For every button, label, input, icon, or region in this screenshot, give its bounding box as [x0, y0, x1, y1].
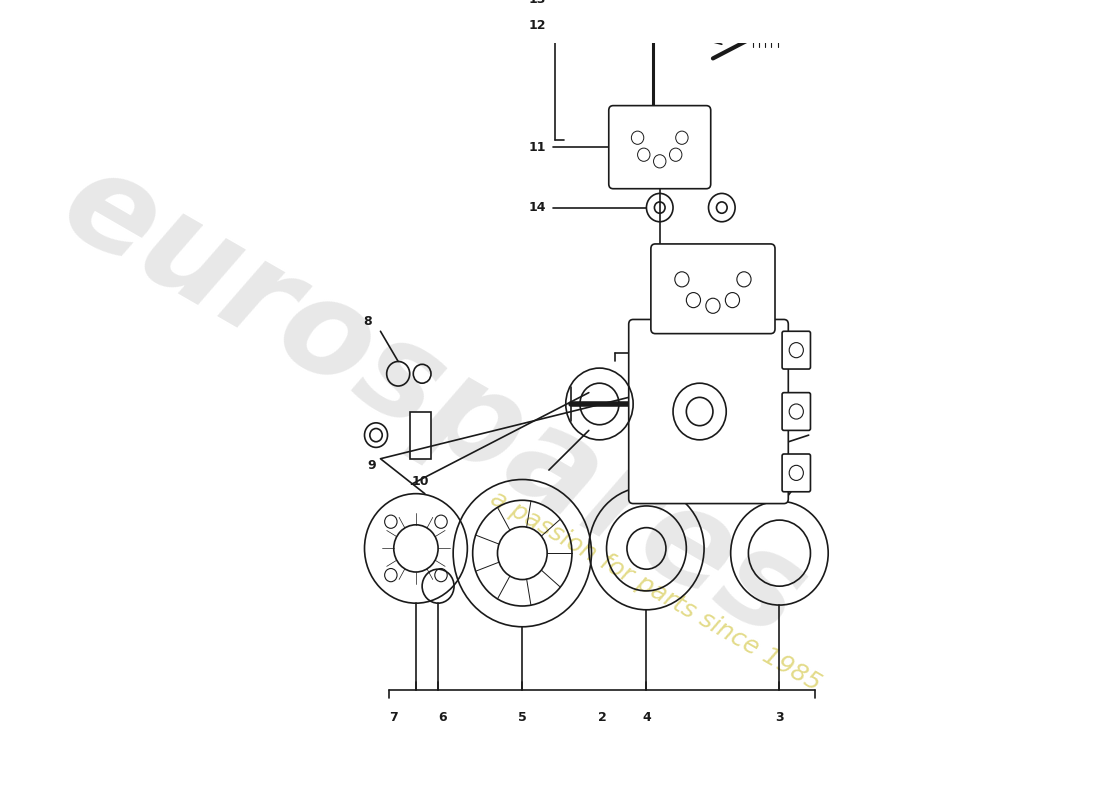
Text: 8: 8	[363, 315, 372, 328]
Text: 6: 6	[438, 711, 447, 724]
Bar	[409, 411, 431, 458]
FancyBboxPatch shape	[782, 331, 811, 369]
Text: 13: 13	[529, 0, 547, 6]
FancyBboxPatch shape	[608, 106, 711, 189]
Text: 12: 12	[529, 19, 547, 32]
FancyBboxPatch shape	[782, 454, 811, 492]
Text: 11: 11	[529, 141, 547, 154]
Text: 4: 4	[642, 711, 651, 724]
Text: eurospares: eurospares	[41, 138, 827, 666]
Text: 9: 9	[367, 458, 376, 472]
FancyBboxPatch shape	[651, 244, 775, 334]
Text: 10: 10	[411, 474, 429, 488]
Text: a passion for parts since 1985: a passion for parts since 1985	[486, 486, 825, 696]
FancyBboxPatch shape	[782, 393, 811, 430]
Text: 7: 7	[389, 711, 398, 724]
Text: 5: 5	[518, 711, 527, 724]
Text: 3: 3	[776, 711, 783, 724]
Text: 14: 14	[529, 201, 547, 214]
Text: 2 - 14: 2 - 14	[657, 364, 690, 374]
Text: 2: 2	[597, 711, 606, 724]
FancyBboxPatch shape	[629, 319, 789, 503]
Text: 1: 1	[744, 345, 752, 358]
